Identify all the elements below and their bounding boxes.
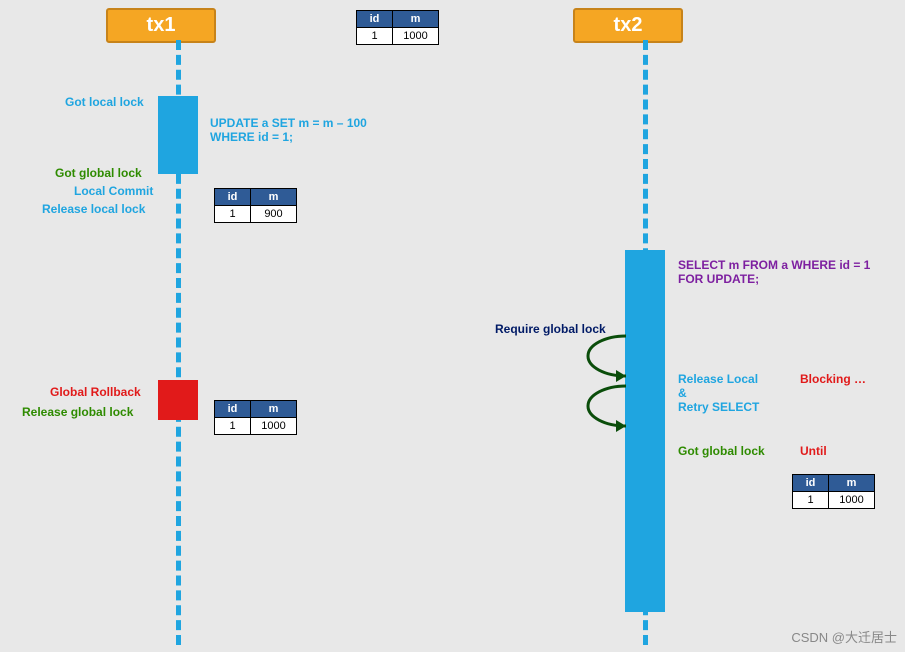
table-after-rollback: idm 11000 <box>214 400 297 435</box>
col-m: m <box>393 11 439 28</box>
col-m: m <box>829 475 875 492</box>
label-until: Until <box>800 444 827 458</box>
label-got-global-lock-1: Got global lock <box>55 166 142 180</box>
col-m: m <box>251 401 297 418</box>
label-release-local-lock: Release local lock <box>42 202 145 216</box>
tx1-exec-box-2 <box>158 380 198 420</box>
tx1-label: tx1 <box>147 14 176 36</box>
cell-m: 1000 <box>251 418 297 435</box>
tx2-label: tx2 <box>614 14 643 36</box>
col-m: m <box>251 189 297 206</box>
retry-arrow-1 <box>545 331 633 383</box>
label-release-global-lock: Release global lock <box>22 405 133 419</box>
cell-m: 900 <box>251 206 297 223</box>
cell-id: 1 <box>215 206 251 223</box>
tx1-exec-box-1 <box>158 96 198 174</box>
table-after-update: idm 1900 <box>214 188 297 223</box>
label-global-rollback: Global Rollback <box>50 385 141 399</box>
col-id: id <box>793 475 829 492</box>
watermark: CSDN @大迁居士 <box>791 627 897 646</box>
tx2-header: tx2 <box>573 8 683 43</box>
cell-m: 1000 <box>829 492 875 509</box>
cell-id: 1 <box>357 28 393 45</box>
retry-arrow-2 <box>545 381 633 433</box>
label-blocking: Blocking … <box>800 372 866 386</box>
table-initial: idm 11000 <box>356 10 439 45</box>
col-id: id <box>215 401 251 418</box>
label-release-retry: Release Local & Retry SELECT <box>678 372 759 414</box>
col-id: id <box>215 189 251 206</box>
cell-id: 1 <box>793 492 829 509</box>
label-update-sql: UPDATE a SET m = m – 100 WHERE id = 1; <box>210 116 367 144</box>
label-local-commit: Local Commit <box>74 184 153 198</box>
table-tx2-read: idm 11000 <box>792 474 875 509</box>
cell-id: 1 <box>215 418 251 435</box>
label-got-local-lock: Got local lock <box>65 95 144 109</box>
tx1-header: tx1 <box>106 8 216 43</box>
cell-m: 1000 <box>393 28 439 45</box>
label-got-global-lock-2: Got global lock <box>678 444 765 458</box>
col-id: id <box>357 11 393 28</box>
label-select-sql: SELECT m FROM a WHERE id = 1 FOR UPDATE; <box>678 258 870 286</box>
